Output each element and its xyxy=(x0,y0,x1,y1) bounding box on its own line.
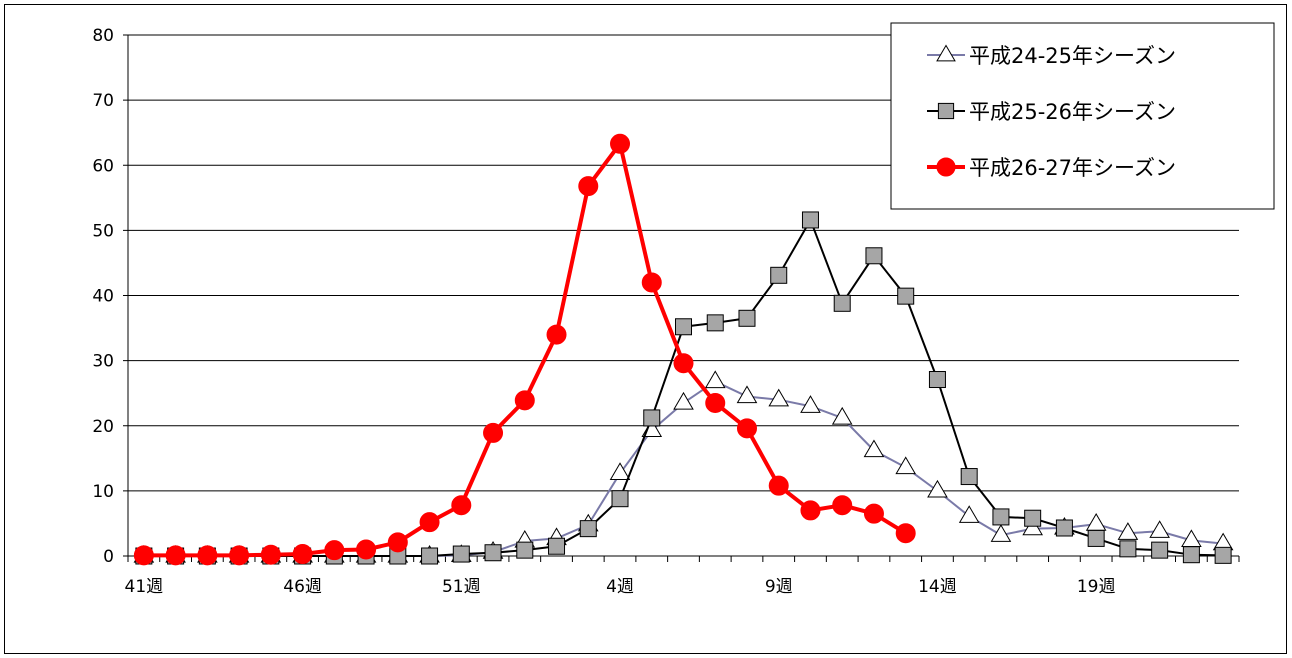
y-tick-label-10: 10 xyxy=(92,482,114,502)
data-point-s3-21 xyxy=(800,500,821,521)
y-tick-label-40: 40 xyxy=(92,287,114,307)
data-point-s1-20 xyxy=(768,388,790,407)
data-point-s2-13 xyxy=(548,537,566,555)
data-point-s2-18 xyxy=(706,314,724,332)
data-point-s2-25 xyxy=(928,371,946,389)
series-line-3 xyxy=(143,141,907,558)
data-point-legend-1 xyxy=(936,44,956,62)
data-point-s2-27 xyxy=(992,508,1010,526)
data-point-s2-10 xyxy=(452,545,470,563)
data-point-s2-23 xyxy=(865,247,883,265)
data-point-s2-34 xyxy=(1214,546,1232,564)
x-tick-label-30: 19週 xyxy=(1077,577,1116,597)
data-point-s3-3 xyxy=(229,545,250,566)
legend-box xyxy=(890,22,1275,210)
x-tick-label-25: 14週 xyxy=(918,577,957,597)
legend-label-1: 平成24-25年シーズン xyxy=(969,44,1176,68)
data-point-s3-10 xyxy=(451,495,472,516)
data-point-s3-17 xyxy=(673,353,694,374)
data-point-s3-9 xyxy=(419,512,440,533)
data-point-s1-25 xyxy=(927,479,948,498)
data-point-s2-24 xyxy=(897,287,915,305)
data-point-s3-18 xyxy=(705,392,726,413)
y-tick-label-60: 60 xyxy=(92,156,114,176)
data-point-s2-33 xyxy=(1182,546,1200,564)
data-point-s2-15 xyxy=(611,490,629,508)
data-point-s2-21 xyxy=(801,211,819,229)
data-point-s1-18 xyxy=(704,370,726,389)
y-tick-label-50: 50 xyxy=(92,221,114,241)
data-point-s1-15 xyxy=(609,462,631,480)
legend-label-3: 平成26-27年シーズン xyxy=(969,156,1176,180)
data-point-s3-2 xyxy=(197,545,218,566)
data-point-s1-17 xyxy=(673,391,694,410)
data-point-s3-15 xyxy=(610,133,631,154)
data-point-s3-5 xyxy=(292,544,313,565)
data-point-s2-19 xyxy=(738,309,756,327)
y-tick-label-70: 70 xyxy=(92,91,114,111)
y-tick-label-0: 0 xyxy=(103,547,114,567)
data-point-s2-31 xyxy=(1119,540,1137,558)
data-point-s3-1 xyxy=(165,545,186,566)
data-point-s3-14 xyxy=(578,176,599,197)
x-tick-label-0: 41週 xyxy=(125,577,164,597)
data-point-legend-2 xyxy=(937,102,955,120)
data-point-s3-19 xyxy=(736,418,757,439)
data-point-s1-31 xyxy=(1117,522,1139,540)
data-point-s1-19 xyxy=(736,385,758,404)
data-point-s3-8 xyxy=(387,532,408,553)
data-point-s2-20 xyxy=(770,266,788,284)
data-point-s2-12 xyxy=(516,541,534,559)
series-line-2 xyxy=(143,218,1224,557)
data-point-s2-32 xyxy=(1151,541,1169,559)
data-point-s3-0 xyxy=(133,545,154,566)
y-tick-label-20: 20 xyxy=(92,417,114,437)
data-point-s1-24 xyxy=(895,456,917,475)
x-tick-label-5: 46週 xyxy=(283,577,322,597)
x-tick-label-15: 4週 xyxy=(606,577,634,597)
data-point-s2-26 xyxy=(960,468,978,486)
y-tick-label-30: 30 xyxy=(92,352,114,372)
data-point-s1-27 xyxy=(990,524,1012,542)
data-point-s3-23 xyxy=(863,503,884,524)
data-point-s1-30 xyxy=(1085,513,1107,531)
data-point-s3-20 xyxy=(768,475,789,496)
data-point-s2-28 xyxy=(1024,509,1042,527)
data-point-s2-16 xyxy=(643,409,661,427)
legend-label-2: 平成25-26年シーズン xyxy=(969,100,1176,124)
data-point-s1-22 xyxy=(831,406,853,425)
data-point-legend-3 xyxy=(936,157,956,177)
x-tick-label-20: 9週 xyxy=(765,577,793,597)
data-point-s3-12 xyxy=(514,390,535,411)
data-point-s3-24 xyxy=(895,523,916,544)
data-point-s3-22 xyxy=(832,495,853,516)
data-point-s3-6 xyxy=(324,540,345,561)
data-point-s2-29 xyxy=(1055,519,1073,537)
data-point-s3-13 xyxy=(546,324,567,345)
x-tick-label-10: 51週 xyxy=(442,577,481,597)
data-point-s2-9 xyxy=(421,547,439,565)
data-point-s2-11 xyxy=(484,544,502,562)
data-point-s2-17 xyxy=(675,318,692,336)
data-point-s1-26 xyxy=(958,505,980,523)
data-point-s2-14 xyxy=(579,520,597,538)
data-point-s2-22 xyxy=(833,294,851,312)
data-point-s1-21 xyxy=(800,395,821,413)
data-point-s1-23 xyxy=(863,439,885,458)
y-tick-label-80: 80 xyxy=(92,26,114,46)
data-point-s3-11 xyxy=(483,422,504,443)
data-point-s3-4 xyxy=(260,544,281,565)
data-point-s3-16 xyxy=(641,272,662,293)
line-chart: 0 10 20 30 40 50 60 70 80 41週 46週 51週 4週 9週 14週 19週 平成24… xyxy=(92,22,1275,597)
chart-frame: 0 10 20 30 40 50 60 70 80 41週 46週 51週 4週 9週 14週 19週 平成24… xyxy=(4,4,1287,654)
data-point-s2-30 xyxy=(1087,529,1105,547)
data-point-s3-7 xyxy=(356,539,377,560)
data-point-s1-32 xyxy=(1149,520,1170,538)
